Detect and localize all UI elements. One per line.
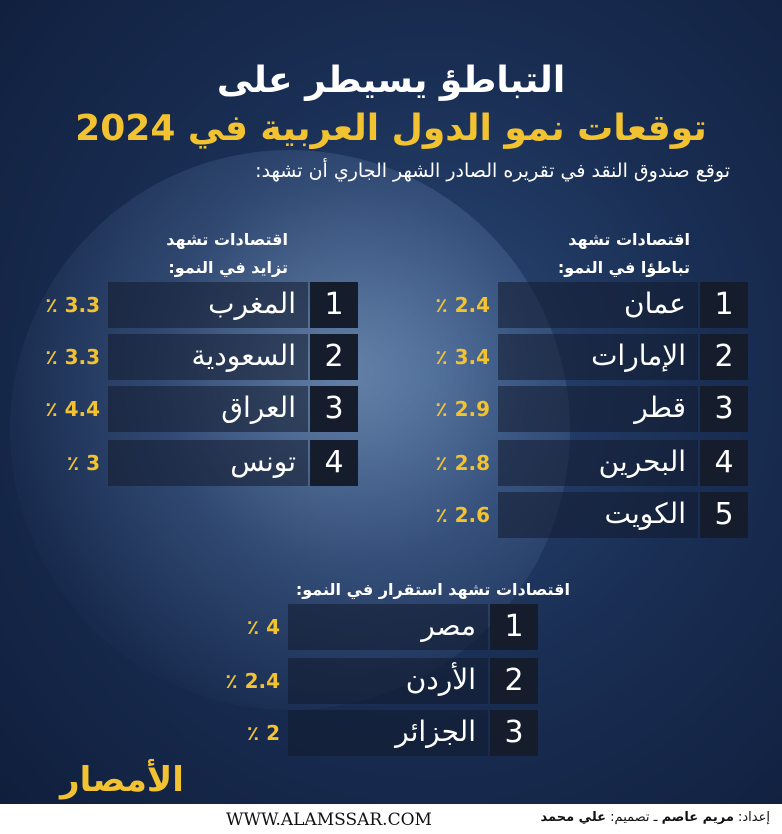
stable-heading: اقتصادات تشهد استقرار في النمو: xyxy=(295,580,570,599)
country-name: الأردن xyxy=(288,658,488,704)
growth-rate: 4 ٪ xyxy=(246,615,280,639)
stable-row: 2 الأردن 2.4 ٪ xyxy=(210,658,540,704)
growth-heading: اقتصادات تشهد تزايد في النمو: xyxy=(100,226,288,282)
row-number: 4 xyxy=(310,440,358,486)
growth-heading-line1: اقتصادات تشهد xyxy=(166,230,288,249)
growth-heading-line2: تزايد في النمو: xyxy=(168,258,288,277)
row-number: 3 xyxy=(490,710,538,756)
growth-rate: 3.4 ٪ xyxy=(435,345,490,369)
growth-rate: 3.3 ٪ xyxy=(45,345,100,369)
page-title-line1: التباطؤ يسيطر على xyxy=(216,60,566,101)
country-name: الإمارات xyxy=(498,334,698,380)
country-name: مصر xyxy=(288,604,488,650)
footer-bar xyxy=(0,804,782,834)
growth-rate: 2.4 ٪ xyxy=(435,293,490,317)
growth-rate: 2.9 ٪ xyxy=(435,397,490,421)
footer-website-link[interactable]: WWW.ALAMSSAR.COM xyxy=(226,810,432,830)
row-number: 1 xyxy=(490,604,538,650)
stable-row: 3 الجزائر 2 ٪ xyxy=(210,710,540,756)
row-number: 3 xyxy=(700,386,748,432)
growth-rate: 4.4 ٪ xyxy=(45,397,100,421)
country-name: البحرين xyxy=(498,440,698,486)
row-number: 5 xyxy=(700,492,748,538)
row-number: 2 xyxy=(310,334,358,380)
slowdown-row: 4 البحرين 2.8 ٪ xyxy=(420,440,750,486)
credit-author: مريم عاصم xyxy=(661,810,734,825)
row-number: 1 xyxy=(700,282,748,328)
growth-row: 1 المغرب 3.3 ٪ xyxy=(30,282,360,328)
growth-row: 2 السعودية 3.3 ٪ xyxy=(30,334,360,380)
slowdown-heading-line2: تباطؤا في النمو: xyxy=(557,258,690,277)
row-number: 4 xyxy=(700,440,748,486)
slowdown-row: 3 قطر 2.9 ٪ xyxy=(420,386,750,432)
credit-separator: ـ تصميم: xyxy=(610,810,658,825)
country-name: عمان xyxy=(498,282,698,328)
growth-rate: 2.4 ٪ xyxy=(225,669,280,693)
growth-rate: 2 ٪ xyxy=(246,721,280,745)
row-number: 3 xyxy=(310,386,358,432)
slowdown-row: 5 الكويت 2.6 ٪ xyxy=(420,492,750,538)
growth-rate: 3.3 ٪ xyxy=(45,293,100,317)
row-number: 1 xyxy=(310,282,358,328)
row-number: 2 xyxy=(490,658,538,704)
slowdown-row: 1 عمان 2.4 ٪ xyxy=(420,282,750,328)
country-name: الكويت xyxy=(498,492,698,538)
country-name: تونس xyxy=(108,440,308,486)
growth-rate: 2.6 ٪ xyxy=(435,503,490,527)
country-name: السعودية xyxy=(108,334,308,380)
country-name: قطر xyxy=(498,386,698,432)
growth-rate: 2.8 ٪ xyxy=(435,451,490,475)
stable-row: 1 مصر 4 ٪ xyxy=(210,604,540,650)
slowdown-heading: اقتصادات تشهد تباطؤا في النمو: xyxy=(470,226,690,282)
country-name: المغرب xyxy=(108,282,308,328)
country-name: الجزائر xyxy=(288,710,488,756)
footer-credit: إعداد: مريم عاصم ـ تصميم: علي محمد xyxy=(541,810,771,825)
credit-prefix: إعداد: xyxy=(738,810,770,825)
page-title-line2: توقعات نمو الدول العربية في 2024 xyxy=(75,108,707,149)
page-subtitle: توقع صندوق النقد في تقريره الصادر الشهر … xyxy=(255,160,730,182)
row-number: 2 xyxy=(700,334,748,380)
slowdown-row: 2 الإمارات 3.4 ٪ xyxy=(420,334,750,380)
growth-row: 3 العراق 4.4 ٪ xyxy=(30,386,360,432)
slowdown-heading-line1: اقتصادات تشهد xyxy=(568,230,690,249)
country-name: العراق xyxy=(108,386,308,432)
growth-row: 4 تونس 3 ٪ xyxy=(30,440,360,486)
credit-designer: علي محمد xyxy=(540,810,607,825)
brand-logo: الأمصار xyxy=(60,760,184,800)
growth-rate: 3 ٪ xyxy=(66,451,100,475)
